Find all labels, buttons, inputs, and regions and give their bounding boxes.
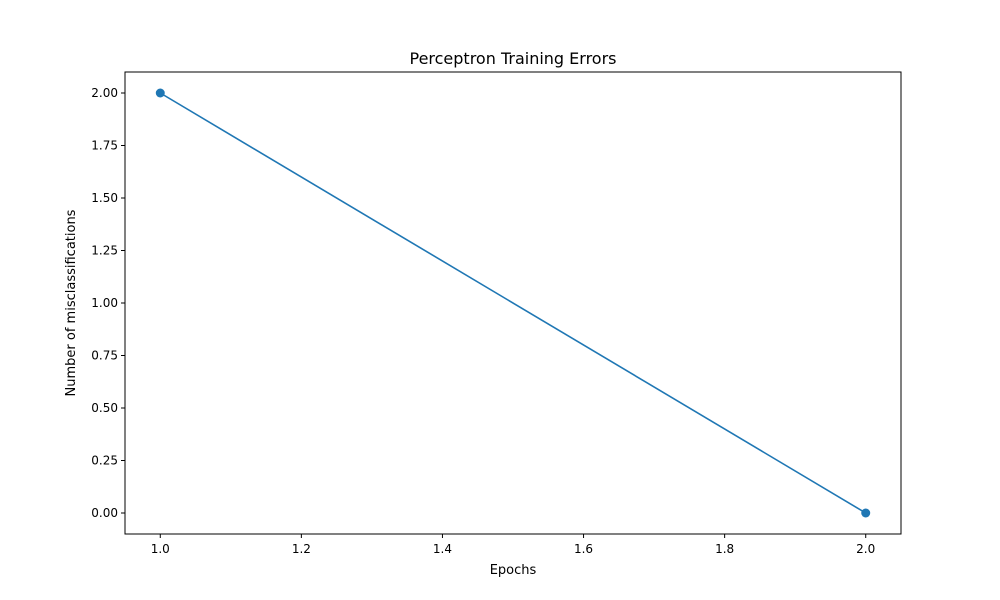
x-tick-label: 2.0 bbox=[856, 542, 875, 556]
y-axis-label: Number of misclassifications bbox=[64, 209, 79, 396]
x-tick-label: 1.8 bbox=[715, 542, 734, 556]
x-axis-label: Epochs bbox=[490, 563, 537, 578]
y-tick-label: 1.75 bbox=[91, 139, 118, 153]
series-layer bbox=[155, 88, 871, 518]
y-tick-label: 1.25 bbox=[91, 244, 118, 258]
x-tick-label: 1.4 bbox=[433, 542, 452, 556]
x-tick-label: 1.2 bbox=[292, 542, 311, 556]
data-point bbox=[861, 508, 871, 518]
y-tick-label: 0.25 bbox=[91, 454, 118, 468]
y-axis-ticks: 0.00 0.25 0.50 0.75 1.00 1.25 1.50 1.75 2.00 bbox=[91, 86, 125, 520]
x-axis-ticks: 1.0 1.2 1.4 1.6 1.8 2.0 bbox=[151, 534, 875, 556]
y-tick-label: 1.50 bbox=[91, 191, 118, 205]
y-tick-label: 0.75 bbox=[91, 349, 118, 363]
y-tick-label: 0.50 bbox=[91, 401, 118, 415]
x-tick-label: 1.6 bbox=[574, 542, 593, 556]
y-tick-label: 0.00 bbox=[91, 506, 118, 520]
y-tick-label: 2.00 bbox=[91, 86, 118, 100]
data-point bbox=[155, 88, 165, 98]
y-tick-label: 1.00 bbox=[91, 296, 118, 310]
series-line bbox=[159, 92, 867, 514]
x-tick-label: 1.0 bbox=[151, 542, 170, 556]
chart-title: Perceptron Training Errors bbox=[409, 49, 616, 68]
